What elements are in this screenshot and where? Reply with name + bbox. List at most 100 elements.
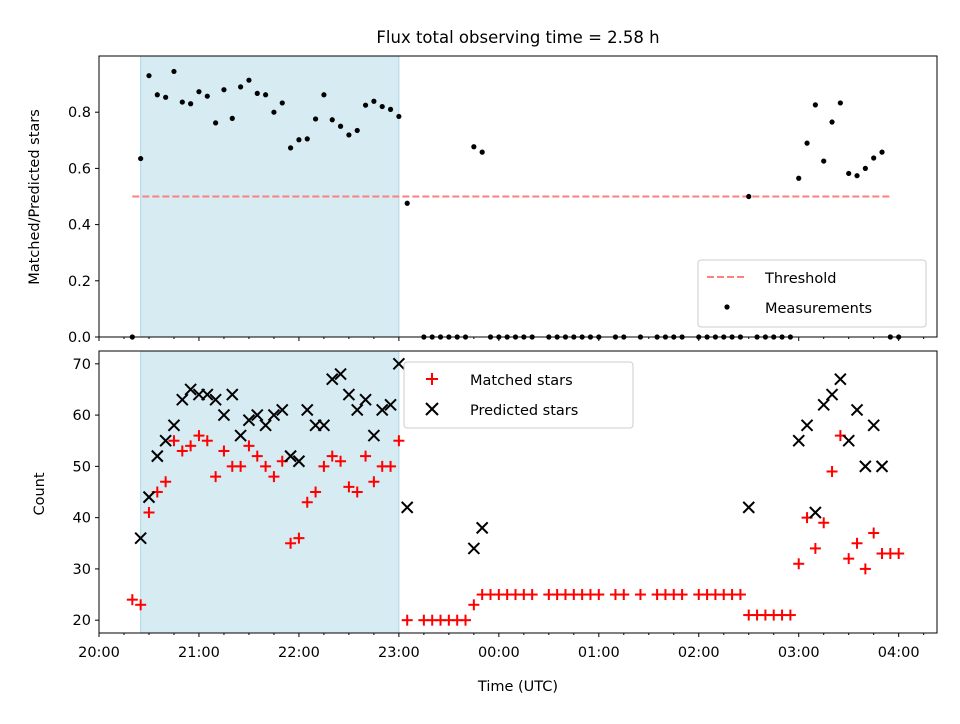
predicted-star-point [367, 429, 381, 442]
predicted-star-point [359, 393, 372, 406]
measurement-point [263, 92, 269, 98]
predicted-star-point [817, 398, 830, 412]
y-tick-label: 70 [73, 357, 91, 373]
matched-star-point [809, 542, 821, 554]
matched-star-point [310, 486, 322, 498]
predicted-stars-points [134, 357, 889, 555]
predicted-star-point [376, 403, 389, 417]
measurement-point [837, 100, 843, 106]
predicted-star-point [467, 542, 481, 555]
count-legend: Matched stars Predicted stars [403, 361, 634, 429]
matched-star-point [326, 450, 338, 462]
matched-star-point [859, 563, 871, 575]
matched-star-point [301, 496, 313, 508]
measurement-point [171, 68, 177, 75]
measurement-point [279, 100, 285, 106]
measurement-point [354, 127, 360, 134]
measurement-point [271, 109, 277, 115]
predicted-star-point [326, 372, 339, 386]
matched-star-point [843, 553, 855, 565]
predicted-star-point [292, 455, 306, 468]
y-tick-label: 0.2 [68, 274, 91, 290]
matched-star-point [593, 589, 605, 601]
measurement-point [221, 87, 227, 93]
predicted-star-point [342, 388, 356, 401]
predicted-star-point [167, 419, 181, 432]
matched-star-point [235, 460, 247, 472]
predicted-star-point [401, 501, 414, 514]
ratio-y-axis: 0.0 0.2 0.4 0.6 0.8 [68, 105, 99, 346]
measurement-point [371, 98, 377, 104]
predicted-star-point [392, 357, 406, 371]
matched-star-point [868, 527, 880, 539]
measurement-point [138, 155, 144, 162]
x-tick-label: 02:00 [678, 645, 720, 661]
measurement-point [213, 120, 219, 126]
legend-matched-label: Matched stars [470, 373, 573, 389]
measurement-point [796, 175, 802, 181]
measurement-point [238, 84, 244, 90]
matched-star-point [851, 537, 863, 549]
predicted-star-point [209, 393, 222, 406]
matched-star-point [618, 589, 630, 601]
x-axis-label: Time (UTC) [477, 679, 558, 695]
x-tick-label: 23:00 [378, 645, 420, 661]
measurement-point [396, 113, 402, 120]
matched-star-point [185, 440, 197, 452]
measurement-point [321, 92, 327, 98]
x-tick-label: 04:00 [878, 645, 920, 661]
predicted-star-point [875, 460, 889, 473]
matched-star-point [143, 507, 155, 519]
y-tick-label: 0.4 [68, 218, 91, 234]
count-panel: 20 30 40 50 60 70 20:00 21:00 22:00 23:00 00:00 01… [32, 350, 938, 695]
measurement-point [812, 102, 818, 108]
legend-measurements-swatch [724, 304, 730, 310]
matched-star-point [218, 445, 230, 457]
matched-star-point [793, 558, 805, 570]
matched-star-point [268, 471, 280, 483]
ratio-plot-frame [98, 55, 938, 338]
count-y-axis: 20 30 40 50 60 70 [73, 357, 99, 629]
matched-star-point [401, 614, 413, 626]
measurement-point [254, 90, 260, 96]
predicted-star-point [251, 408, 264, 422]
measurement-point [196, 89, 202, 95]
y-tick-label: 50 [73, 459, 91, 475]
measurement-point [829, 119, 835, 125]
predicted-star-point [134, 531, 147, 545]
predicted-star-point [242, 414, 256, 427]
y-tick-label: 20 [73, 613, 91, 629]
predicted-star-point [217, 408, 231, 422]
matched-star-point [293, 532, 305, 544]
matched-star-point [784, 609, 796, 621]
predicted-star-point [142, 490, 156, 504]
chart-title: Flux total observing time = 2.58 h [376, 28, 659, 47]
matched-star-point [385, 460, 397, 472]
matched-star-point [251, 450, 263, 462]
predicted-star-point [334, 367, 347, 381]
y-tick-label: 60 [73, 408, 91, 424]
matched-star-point [285, 537, 297, 549]
matched-star-point [460, 614, 472, 626]
y-tick-label: 0.0 [68, 330, 91, 346]
predicted-star-point [842, 434, 855, 447]
matched-star-point [335, 455, 347, 467]
measurement-point [387, 106, 394, 112]
measurement-point [479, 149, 485, 155]
legend-predicted-swatch [425, 402, 439, 416]
matched-star-point [360, 450, 372, 462]
predicted-star-point [201, 388, 214, 401]
measurement-point [188, 101, 194, 107]
measurement-point [871, 155, 877, 161]
matched-star-point [468, 599, 480, 611]
matched-star-point [176, 445, 188, 457]
matched-star-point [160, 476, 172, 488]
measurement-point [746, 193, 752, 200]
measurement-point [179, 99, 185, 105]
measurement-point [304, 136, 310, 142]
matched-star-point [676, 589, 688, 601]
y-tick-label: 40 [73, 511, 91, 527]
count-x-axis: 20:00 21:00 22:00 23:00 00:00 01:00 02:00 03:00… [78, 633, 925, 661]
legend-predicted-label: Predicted stars [470, 403, 578, 419]
legend-measurements-label: Measurements [765, 301, 872, 317]
